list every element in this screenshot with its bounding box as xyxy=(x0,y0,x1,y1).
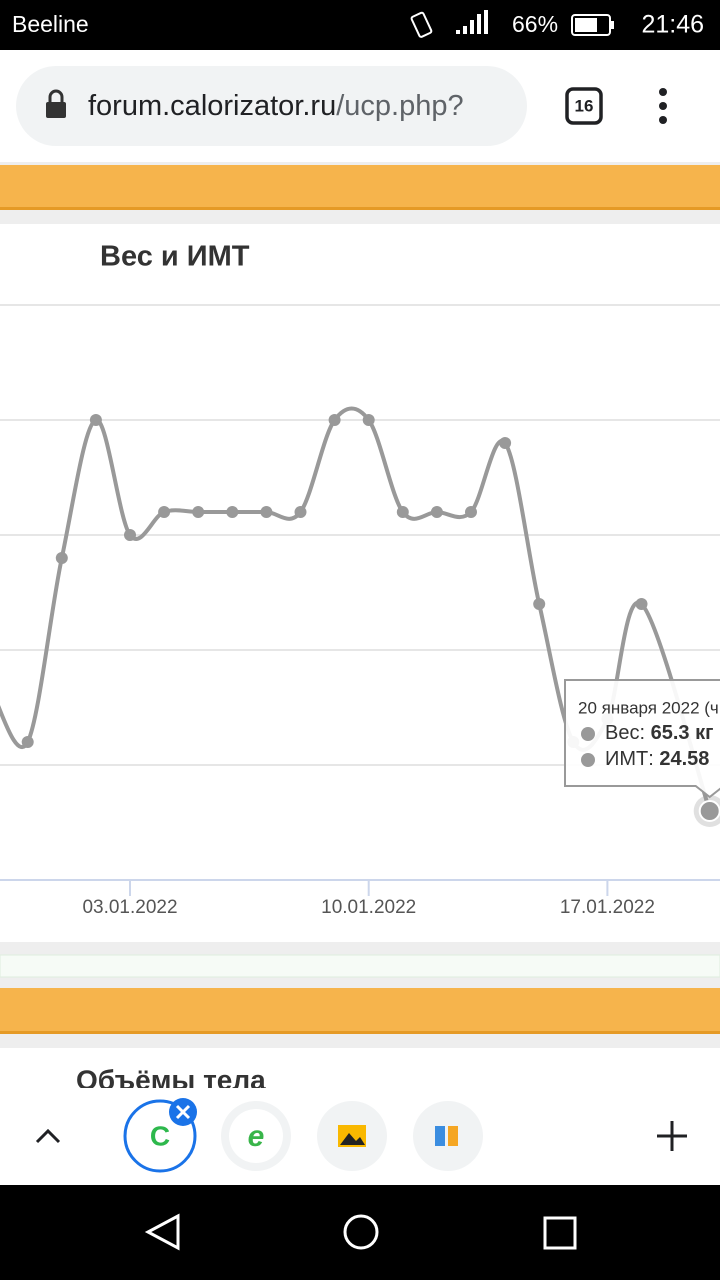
clock: 21:46 xyxy=(641,11,704,39)
expand-button[interactable] xyxy=(35,1128,61,1144)
point xyxy=(533,598,546,610)
tooltip-row: ИМТ: 24.58 xyxy=(605,748,709,770)
x-tick-label: 17.01.2022 xyxy=(560,897,655,918)
tab-icon: e xyxy=(248,1120,265,1153)
tooltip-value: 65.3 кг xyxy=(651,722,714,744)
point xyxy=(294,506,307,518)
orange-band-edge xyxy=(0,207,720,210)
orange-band xyxy=(0,988,720,1031)
orange-band-edge xyxy=(0,1031,720,1034)
point xyxy=(226,506,239,518)
tab-icon: C xyxy=(150,1120,170,1151)
section-card xyxy=(0,1048,720,1088)
tooltip-value: 24.58 xyxy=(659,748,709,770)
tab-inner xyxy=(229,1109,283,1163)
point xyxy=(55,552,68,564)
point xyxy=(430,506,443,518)
back-button[interactable] xyxy=(144,1213,180,1251)
url: forum.calorizator.ru/ucp.php? xyxy=(88,90,464,122)
tooltip-label: Вес: xyxy=(605,722,645,744)
point xyxy=(362,414,375,426)
tooltip-row: Вес: 65.3 кг xyxy=(605,722,713,744)
lock-icon xyxy=(46,89,66,118)
x-axis: 03.01.2022 10.01.2022 17.01.2022 xyxy=(0,879,720,918)
point xyxy=(158,506,171,518)
carrier: Beeline xyxy=(12,11,89,37)
tooltip-bullet xyxy=(581,727,595,741)
orange-band xyxy=(0,165,720,208)
new-tab-button[interactable] xyxy=(657,1121,687,1151)
image-icon xyxy=(338,1125,366,1147)
tooltip-date: 20 января 2022 (ч xyxy=(578,698,719,717)
nav-bar xyxy=(0,1185,720,1280)
point xyxy=(192,506,205,518)
point xyxy=(635,598,648,610)
tooltip: 20 января 2022 (ч Вес: 65.3 кг ИМТ: 24.58 xyxy=(564,679,720,799)
home-button[interactable] xyxy=(343,1214,379,1250)
point xyxy=(124,529,137,541)
point xyxy=(89,414,102,426)
tooltip-label: ИМТ: xyxy=(605,748,654,770)
point xyxy=(260,506,273,518)
menu-button[interactable] xyxy=(659,88,667,124)
point xyxy=(328,414,341,426)
tab-switcher[interactable] xyxy=(565,87,603,125)
chart-title: Вес и ИМТ xyxy=(100,241,250,273)
tab-count: 16 xyxy=(575,96,594,115)
section-title: Объёмы тела xyxy=(76,1064,266,1095)
point xyxy=(499,437,512,449)
battery: 66% xyxy=(512,11,558,37)
x-tick-label: 03.01.2022 xyxy=(82,897,177,918)
point xyxy=(396,506,409,518)
x-tick-label: 10.01.2022 xyxy=(321,897,416,918)
status-icons xyxy=(410,10,614,38)
recents-button[interactable] xyxy=(543,1216,577,1250)
chart-card xyxy=(0,224,720,942)
tooltip-box xyxy=(564,679,720,799)
point xyxy=(465,506,478,518)
close-icon xyxy=(175,1104,191,1120)
strip xyxy=(0,954,720,978)
point xyxy=(698,800,720,822)
tooltip-bullet xyxy=(581,753,595,767)
point xyxy=(21,736,34,748)
status-bar xyxy=(0,0,720,50)
site-icon xyxy=(435,1126,458,1146)
url-field[interactable] xyxy=(16,66,527,146)
